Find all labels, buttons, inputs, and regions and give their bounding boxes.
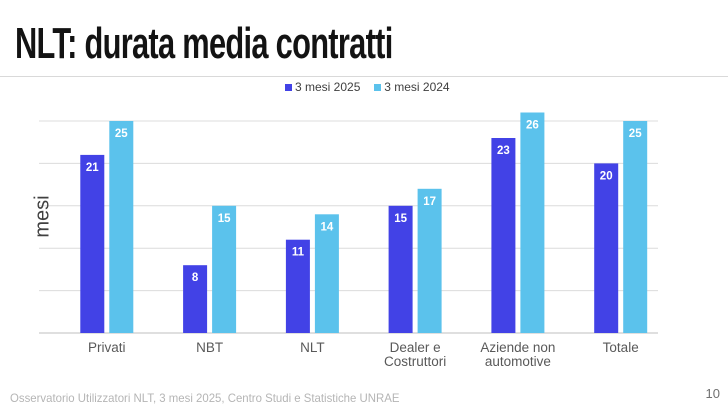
svg-text:Dealer e: Dealer e [390,340,441,355]
svg-text:Aziende non: Aziende non [480,340,555,355]
svg-text:15: 15 [394,213,407,225]
svg-text:21: 21 [86,162,99,174]
svg-text:25: 25 [629,128,642,140]
svg-text:NLT: NLT [300,340,325,355]
svg-text:11: 11 [292,247,305,259]
svg-text:14: 14 [321,221,334,233]
svg-text:automotive: automotive [485,354,551,369]
svg-text:NBT: NBT [196,340,223,355]
svg-text:Costruttori: Costruttori [384,354,446,369]
svg-text:8: 8 [192,272,199,284]
svg-text:26: 26 [526,120,539,132]
svg-text:23: 23 [497,145,510,157]
svg-text:Totale: Totale [603,340,639,355]
svg-text:25: 25 [115,128,128,140]
svg-text:Privati: Privati [88,340,126,355]
svg-text:20: 20 [600,170,613,182]
svg-text:15: 15 [218,213,231,225]
svg-text:mesi: mesi [31,195,53,237]
svg-text:17: 17 [423,196,436,208]
